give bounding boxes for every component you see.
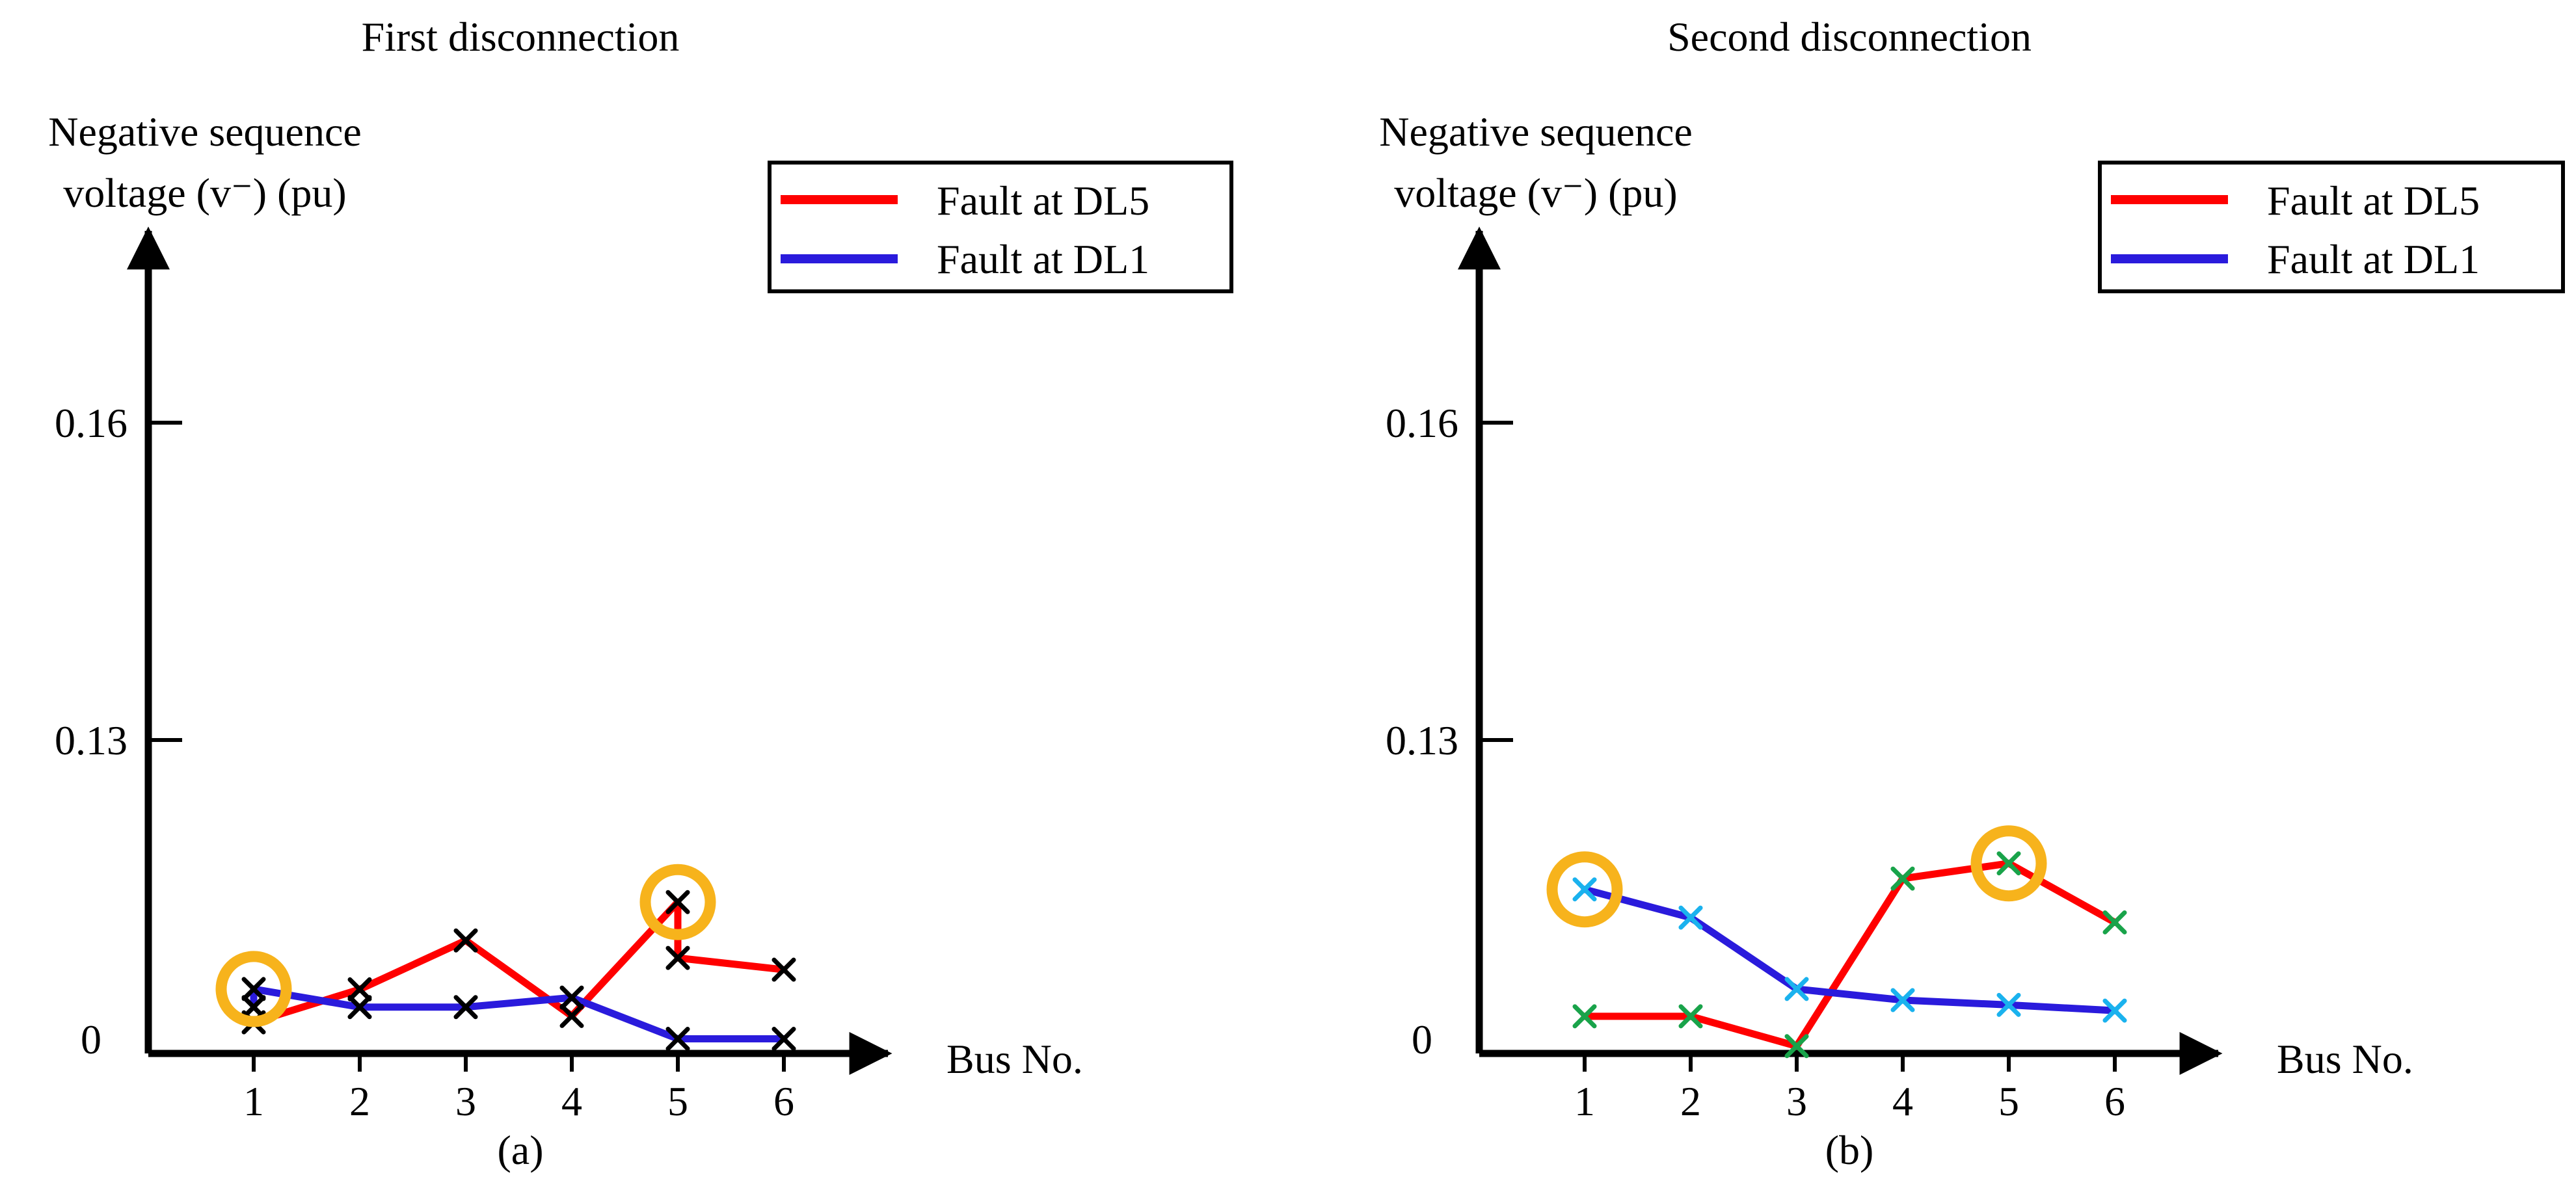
highlight-circle (215, 951, 292, 1027)
x-axis-label: Bus No. (2277, 1036, 2413, 1082)
chart-title: First disconnection (362, 14, 680, 60)
data-marker (665, 1027, 690, 1051)
y-axis-label-line1: Negative sequence (1379, 109, 1693, 155)
y-tick-label: 0.13 (1386, 717, 1458, 763)
y-ticks: 0 0.13 0.16 (55, 400, 182, 1063)
data-marker (665, 945, 690, 970)
x-tick-label: 1 (1574, 1078, 1595, 1124)
data-marker (2102, 998, 2127, 1023)
legend: Fault at DL5 Fault at DL1 (2098, 161, 2565, 293)
x-tick-label: 4 (561, 1078, 582, 1124)
data-marker (559, 1003, 584, 1028)
data-marker (559, 985, 584, 1010)
highlight-circle (639, 864, 716, 940)
y-tick-label: 0 (81, 1016, 101, 1063)
data-marker (1572, 877, 1597, 902)
y-axis-label-line1: Negative sequence (48, 109, 362, 155)
data-marker (1678, 905, 1703, 930)
data-marker (1784, 977, 1809, 1001)
legend-box (768, 161, 1233, 293)
data-marker (1890, 866, 1915, 891)
x-tick-label: 5 (667, 1078, 688, 1124)
data-markers (1572, 851, 2127, 1059)
data-marker (771, 1027, 796, 1051)
y-ticks: 0 0.13 0.16 (1386, 400, 1513, 1063)
highlight-circle (1546, 851, 1623, 928)
x-tick-label: 3 (455, 1078, 476, 1124)
legend: Fault at DL5 Fault at DL1 (768, 161, 1233, 293)
chart-panel-b: Second disconnection Negative sequence v… (1379, 14, 2565, 1173)
data-marker (241, 977, 266, 1001)
figure-caption: (b) (1825, 1127, 1874, 1173)
data-marker (771, 957, 796, 982)
legend-label-dl1: Fault at DL1 (2267, 236, 2480, 282)
y-tick-label: 0.16 (1386, 400, 1458, 446)
legend-label-dl5: Fault at DL5 (937, 178, 1149, 224)
data-marker (2102, 910, 2127, 934)
y-tick-label: 0.13 (55, 717, 127, 763)
data-marker (665, 890, 690, 914)
y-tick-label: 0 (1412, 1016, 1432, 1063)
series-line-dl5 (1581, 860, 2119, 1050)
chart-title: Second disconnection (1667, 14, 2032, 60)
x-tick-label: 5 (1998, 1078, 2019, 1124)
x-tick-label: 2 (349, 1078, 370, 1124)
x-axis-label: Bus No. (946, 1036, 1083, 1082)
data-marker (453, 995, 478, 1020)
y-axis-label-line2: voltage (v⁻) (pu) (1394, 170, 1677, 216)
highlight-circle (1970, 825, 2047, 902)
data-marker (347, 977, 372, 1001)
data-marker (1996, 992, 2021, 1017)
y-tick-label: 0.16 (55, 400, 127, 446)
x-tick-label: 1 (243, 1078, 264, 1124)
legend-box (2098, 161, 2565, 293)
x-tick-label: 3 (1786, 1078, 1807, 1124)
series-lines (1581, 860, 2119, 1050)
x-tick-label: 4 (1892, 1078, 1913, 1124)
data-marker (1890, 988, 1915, 1012)
x-ticks: 1 2 3 4 5 6 (1574, 1053, 2125, 1124)
legend-label-dl1: Fault at DL1 (937, 236, 1149, 282)
data-marker (1996, 851, 2021, 876)
x-ticks: 1 2 3 4 5 6 (243, 1053, 794, 1124)
x-tick-label: 2 (1680, 1078, 1701, 1124)
data-marker (1572, 1004, 1597, 1029)
highlight-circles (1546, 825, 2047, 928)
y-axis-label-line2: voltage (v⁻) (pu) (63, 170, 346, 216)
series-line-dl1 (1581, 886, 2119, 1014)
data-marker (1678, 1004, 1703, 1029)
legend-label-dl5: Fault at DL5 (2267, 178, 2480, 224)
highlight-circles (215, 864, 716, 1027)
data-marker (347, 995, 372, 1020)
x-tick-label: 6 (2104, 1078, 2125, 1124)
x-tick-label: 6 (773, 1078, 794, 1124)
figure-caption: (a) (497, 1127, 543, 1173)
data-marker (453, 928, 478, 953)
data-marker (1784, 1034, 1809, 1059)
chart-panel-a: First disconnection Negative sequence vo… (48, 14, 1233, 1173)
